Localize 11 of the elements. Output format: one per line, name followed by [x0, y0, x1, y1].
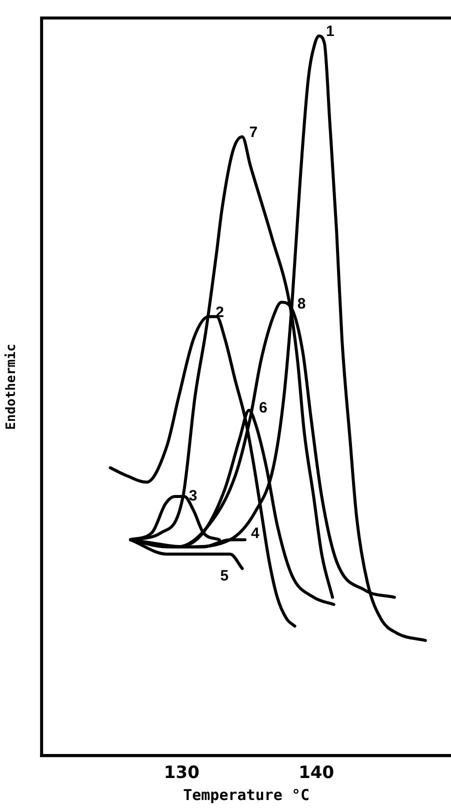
- series-label: 3: [188, 488, 198, 505]
- series-label: 4: [250, 524, 260, 542]
- x-tick-label: 130: [164, 763, 200, 784]
- series-label: 8: [297, 295, 306, 312]
- series-label: 7: [249, 124, 258, 141]
- series-label: 1: [326, 23, 334, 40]
- series-label: 6: [258, 399, 268, 416]
- x-tick-label: 140: [298, 763, 334, 784]
- x-axis-title: Temperature °C: [183, 786, 310, 804]
- series-label: 5: [220, 568, 229, 585]
- y-axis-title: Endothermic: [4, 344, 20, 430]
